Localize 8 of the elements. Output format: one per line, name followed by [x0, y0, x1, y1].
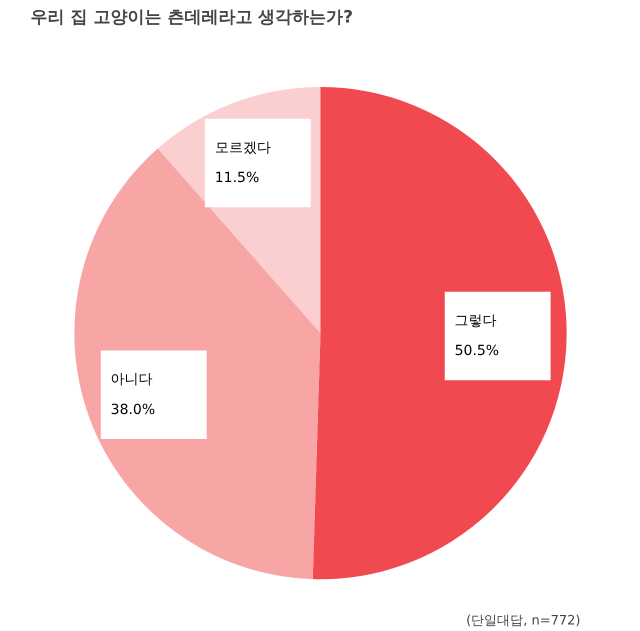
slice-label: 모르겠다 — [214, 140, 271, 156]
chart-title: 우리 집 고양이는 츤데레라고 생각하는가? — [30, 8, 354, 28]
slice-label: 그렇다 — [454, 312, 497, 329]
slice-label: 아니다 — [110, 372, 153, 388]
data-label: 11.5% — [214, 170, 260, 186]
data-label: 50.5% — [454, 343, 500, 360]
text: (단일대답, n=772) — [466, 614, 581, 628]
data-label: 38.0% — [110, 402, 156, 418]
